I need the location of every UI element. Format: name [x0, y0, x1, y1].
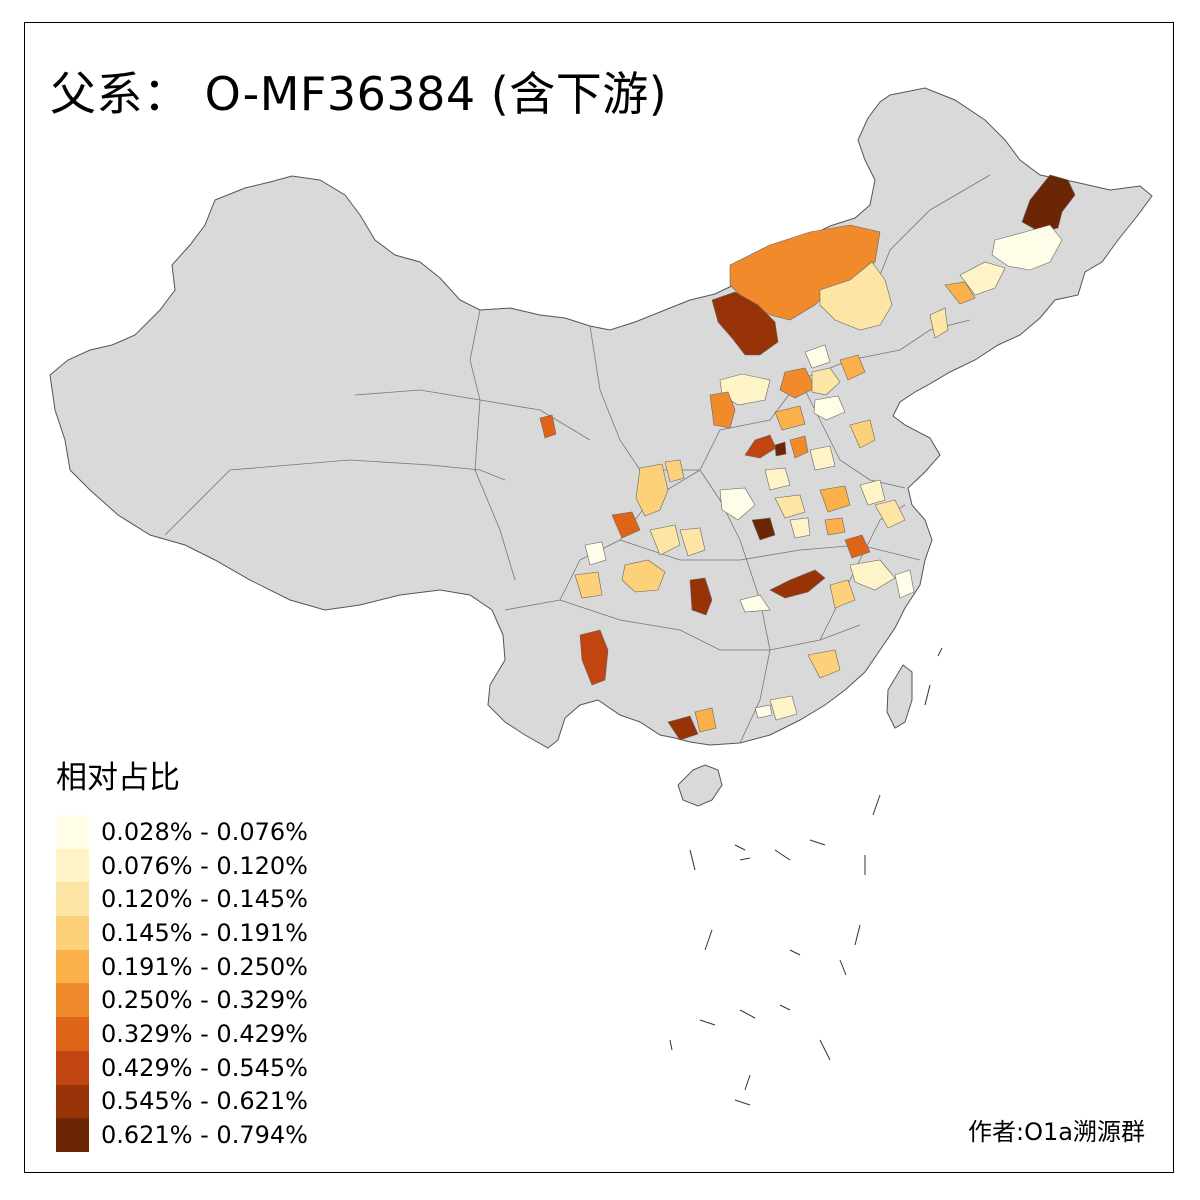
- map-region: [719, 487, 756, 521]
- author-credit: 作者:O1a溯源群: [968, 1118, 1145, 1146]
- legend-swatch: [56, 815, 89, 849]
- map-region: [774, 494, 806, 519]
- south-sea-islands: [669, 647, 943, 1106]
- legend-swatch: [56, 983, 89, 1018]
- map-region: [849, 559, 896, 591]
- map-region: [779, 367, 816, 399]
- legend-label: 0.191% - 0.250%: [101, 952, 308, 981]
- legend-item: 0.028% - 0.076%: [56, 815, 308, 849]
- legend-swatch: [56, 1084, 89, 1119]
- map-region: [774, 405, 806, 431]
- legend-items: 0.028% - 0.076% 0.076% - 0.120% 0.120% -…: [56, 815, 308, 1152]
- map-region: [807, 649, 841, 679]
- legend-label: 0.250% - 0.329%: [101, 986, 308, 1015]
- map-region: [894, 569, 915, 599]
- map-region: [769, 695, 798, 721]
- map-region: [539, 414, 557, 439]
- legend-label: 0.429% - 0.545%: [101, 1053, 308, 1082]
- map-region: [829, 579, 856, 609]
- map-region: [611, 511, 641, 539]
- map-region: [929, 307, 949, 339]
- legend-label: 0.076% - 0.120%: [101, 851, 308, 880]
- map-region: [824, 517, 846, 536]
- legend-label: 0.329% - 0.429%: [101, 1019, 308, 1048]
- legend-item: 0.250% - 0.329%: [56, 983, 308, 1018]
- map-frame: [24, 22, 1174, 1173]
- map-region: [819, 261, 893, 331]
- legend-label: 0.621% - 0.794%: [101, 1121, 308, 1150]
- map-region: [813, 395, 846, 421]
- legend-item: 0.191% - 0.250%: [56, 949, 308, 984]
- legend-swatch: [56, 916, 89, 950]
- map-region: [789, 435, 809, 459]
- china-landmass: [49, 87, 1153, 807]
- map-region: [621, 559, 666, 593]
- map-region: [711, 291, 779, 356]
- legend-item: 0.076% - 0.120%: [56, 848, 308, 883]
- map-region: [689, 577, 713, 616]
- legend-label: 0.120% - 0.145%: [101, 885, 308, 914]
- map-region: [839, 354, 866, 381]
- legend: 相对占比 0.028% - 0.076% 0.076% - 0.120% 0.1…: [56, 752, 308, 1152]
- map-region: [774, 441, 787, 457]
- legend-label: 0.028% - 0.076%: [101, 817, 308, 846]
- legend-item: 0.429% - 0.545%: [56, 1050, 308, 1085]
- legend-label: 0.145% - 0.191%: [101, 918, 308, 947]
- map-region: [804, 344, 831, 369]
- map-region: [944, 281, 976, 305]
- legend-title: 相对占比: [56, 760, 180, 796]
- map-region: [584, 541, 607, 566]
- map-title: 父系： O-MF36384 (含下游): [50, 67, 668, 121]
- legend-swatch: [56, 1118, 89, 1152]
- map-region: [859, 479, 886, 506]
- legend-label: 0.545% - 0.621%: [101, 1087, 308, 1116]
- map-region: [811, 367, 841, 396]
- legend-swatch: [56, 949, 89, 984]
- legend-swatch: [56, 1017, 89, 1051]
- map-region: [819, 485, 851, 513]
- map-region: [764, 467, 791, 491]
- map-region: [844, 534, 871, 559]
- map-region: [679, 527, 706, 557]
- map-region: [709, 391, 736, 429]
- map-region: [769, 569, 826, 599]
- map-region: [959, 261, 1006, 296]
- map-region: [1021, 174, 1076, 233]
- legend-item: 0.145% - 0.191%: [56, 916, 308, 950]
- map-region: [579, 629, 609, 686]
- map-region: [739, 594, 771, 613]
- legend-item: 0.621% - 0.794%: [56, 1118, 308, 1152]
- map-region: [789, 517, 811, 539]
- map-region: [667, 715, 699, 741]
- legend-item: 0.120% - 0.145%: [56, 882, 308, 917]
- legend-item: 0.545% - 0.621%: [56, 1084, 308, 1119]
- map-region: [849, 419, 876, 449]
- map-region: [809, 445, 836, 471]
- legend-item: 0.329% - 0.429%: [56, 1017, 308, 1051]
- legend-swatch: [56, 848, 89, 883]
- map-region: [874, 499, 906, 529]
- map-region: [635, 463, 669, 517]
- legend-swatch: [56, 882, 89, 917]
- map-region: [694, 707, 717, 733]
- map-region: [574, 571, 603, 599]
- map-region: [991, 224, 1063, 271]
- map-regions: [539, 174, 1076, 741]
- map-region: [751, 517, 776, 541]
- map-region: [664, 459, 685, 483]
- map-region: [754, 704, 773, 719]
- map-region: [744, 434, 777, 459]
- legend-swatch: [56, 1050, 89, 1085]
- map-region: [649, 524, 681, 556]
